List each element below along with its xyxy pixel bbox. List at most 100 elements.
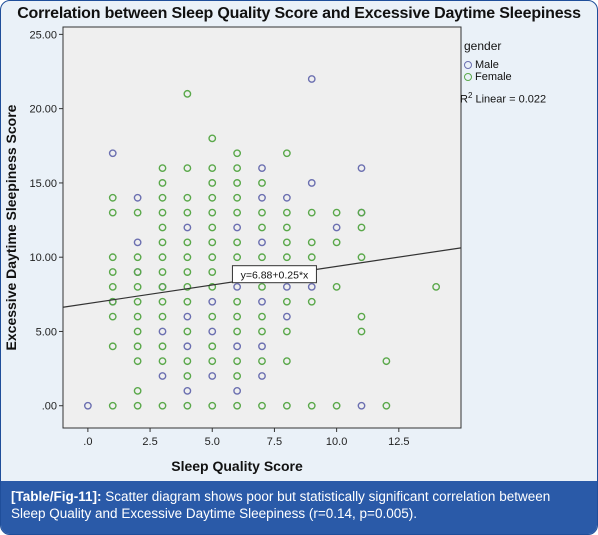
point-male — [258, 342, 266, 351]
point-female — [208, 253, 217, 262]
point-male — [307, 75, 316, 83]
point-female — [158, 164, 167, 172]
point-female — [158, 193, 167, 202]
point-female — [282, 297, 291, 306]
chart-area: .00 5.00 10.00 15.00 20.00 25.00 .0 2.5 5.0 7.5 10… — [1, 1, 597, 481]
point-female — [357, 312, 366, 321]
x-tick-label: 2.5 — [142, 436, 157, 448]
point-female — [108, 283, 117, 291]
point-female — [158, 268, 167, 276]
legend: gender Male Female — [464, 39, 512, 83]
legend-marker-male — [464, 61, 472, 69]
point-female — [158, 179, 167, 187]
point-male — [208, 327, 217, 336]
point-female — [208, 312, 217, 321]
point-female — [258, 208, 266, 217]
point-female — [108, 342, 117, 351]
point-female — [183, 372, 192, 380]
point-female — [183, 268, 192, 276]
point-female — [282, 327, 291, 336]
point-female — [158, 223, 167, 232]
point-female — [158, 253, 167, 262]
point-female — [133, 386, 142, 395]
point-female — [282, 149, 291, 158]
legend-marker-female — [464, 73, 472, 81]
r2-annotation: R2 Linear = 0.022 — [460, 91, 546, 106]
point-female — [307, 208, 316, 217]
point-female — [357, 223, 366, 232]
point-female — [233, 238, 242, 247]
point-male — [258, 297, 266, 306]
point-female — [258, 283, 266, 291]
point-female — [108, 297, 117, 306]
point-female — [108, 268, 117, 276]
figure-caption: [Table/Fig-11]: Scatter diagram shows po… — [1, 481, 597, 534]
point-female — [158, 401, 167, 410]
point-female — [282, 253, 291, 262]
point-female — [108, 253, 117, 262]
point-male — [258, 372, 266, 380]
point-male — [258, 193, 266, 202]
point-female — [357, 327, 366, 336]
point-female — [158, 283, 167, 291]
point-female — [158, 238, 167, 247]
point-male — [183, 386, 192, 395]
point-male — [307, 179, 316, 187]
point-female — [183, 89, 192, 98]
legend-title: gender — [464, 39, 502, 53]
point-female — [282, 223, 291, 232]
point-female — [258, 401, 266, 410]
y-axis-label: Excessive Daytime Sleepiness Score — [3, 104, 19, 350]
point-male — [258, 238, 266, 247]
point-female — [108, 208, 117, 217]
point-female — [208, 268, 217, 276]
point-female — [208, 401, 217, 410]
y-tick-label: .00 — [42, 401, 57, 413]
point-female — [258, 253, 266, 262]
point-female — [332, 208, 341, 217]
point-female — [258, 327, 266, 336]
point-male — [233, 283, 242, 291]
point-female — [307, 253, 316, 262]
point-female — [208, 223, 217, 232]
point-female — [258, 357, 266, 366]
x-tick-label: 7.5 — [267, 436, 282, 448]
point-female — [133, 342, 142, 351]
point-female — [183, 208, 192, 217]
fit-line-label-box — [231, 265, 317, 284]
point-male — [332, 223, 341, 232]
x-tick-label: 10.0 — [326, 436, 347, 448]
point-female — [133, 268, 142, 276]
point-female — [133, 327, 142, 336]
point-female — [158, 208, 167, 217]
point-female — [307, 297, 316, 306]
point-female — [133, 357, 142, 366]
point-female — [208, 164, 217, 172]
point-female — [133, 312, 142, 321]
point-female — [233, 253, 242, 262]
point-male — [183, 342, 192, 351]
y-tick-label: 5.00 — [36, 326, 57, 338]
r2-superscript: 2 — [467, 91, 473, 100]
point-female — [233, 372, 242, 380]
x-axis-label: Sleep Quality Score — [171, 458, 303, 474]
point-female — [432, 283, 441, 291]
caption-text: Scatter diagram shows poor but statistic… — [11, 489, 551, 521]
point-female — [158, 357, 167, 366]
x-tick-label: 12.5 — [388, 436, 409, 448]
point-male — [208, 372, 217, 380]
caption-tag: [Table/Fig-11]: — [11, 489, 102, 504]
legend-label-male: Male — [475, 59, 499, 71]
point-female — [258, 312, 266, 321]
point-female — [233, 208, 242, 217]
point-male — [282, 312, 291, 321]
point-male — [233, 386, 242, 395]
point-female — [208, 208, 217, 217]
point-male — [233, 342, 242, 351]
point-female — [208, 357, 217, 366]
point-female — [108, 312, 117, 321]
y-tick-label: 25.00 — [29, 29, 57, 41]
point-female — [282, 208, 291, 217]
point-female — [158, 342, 167, 351]
